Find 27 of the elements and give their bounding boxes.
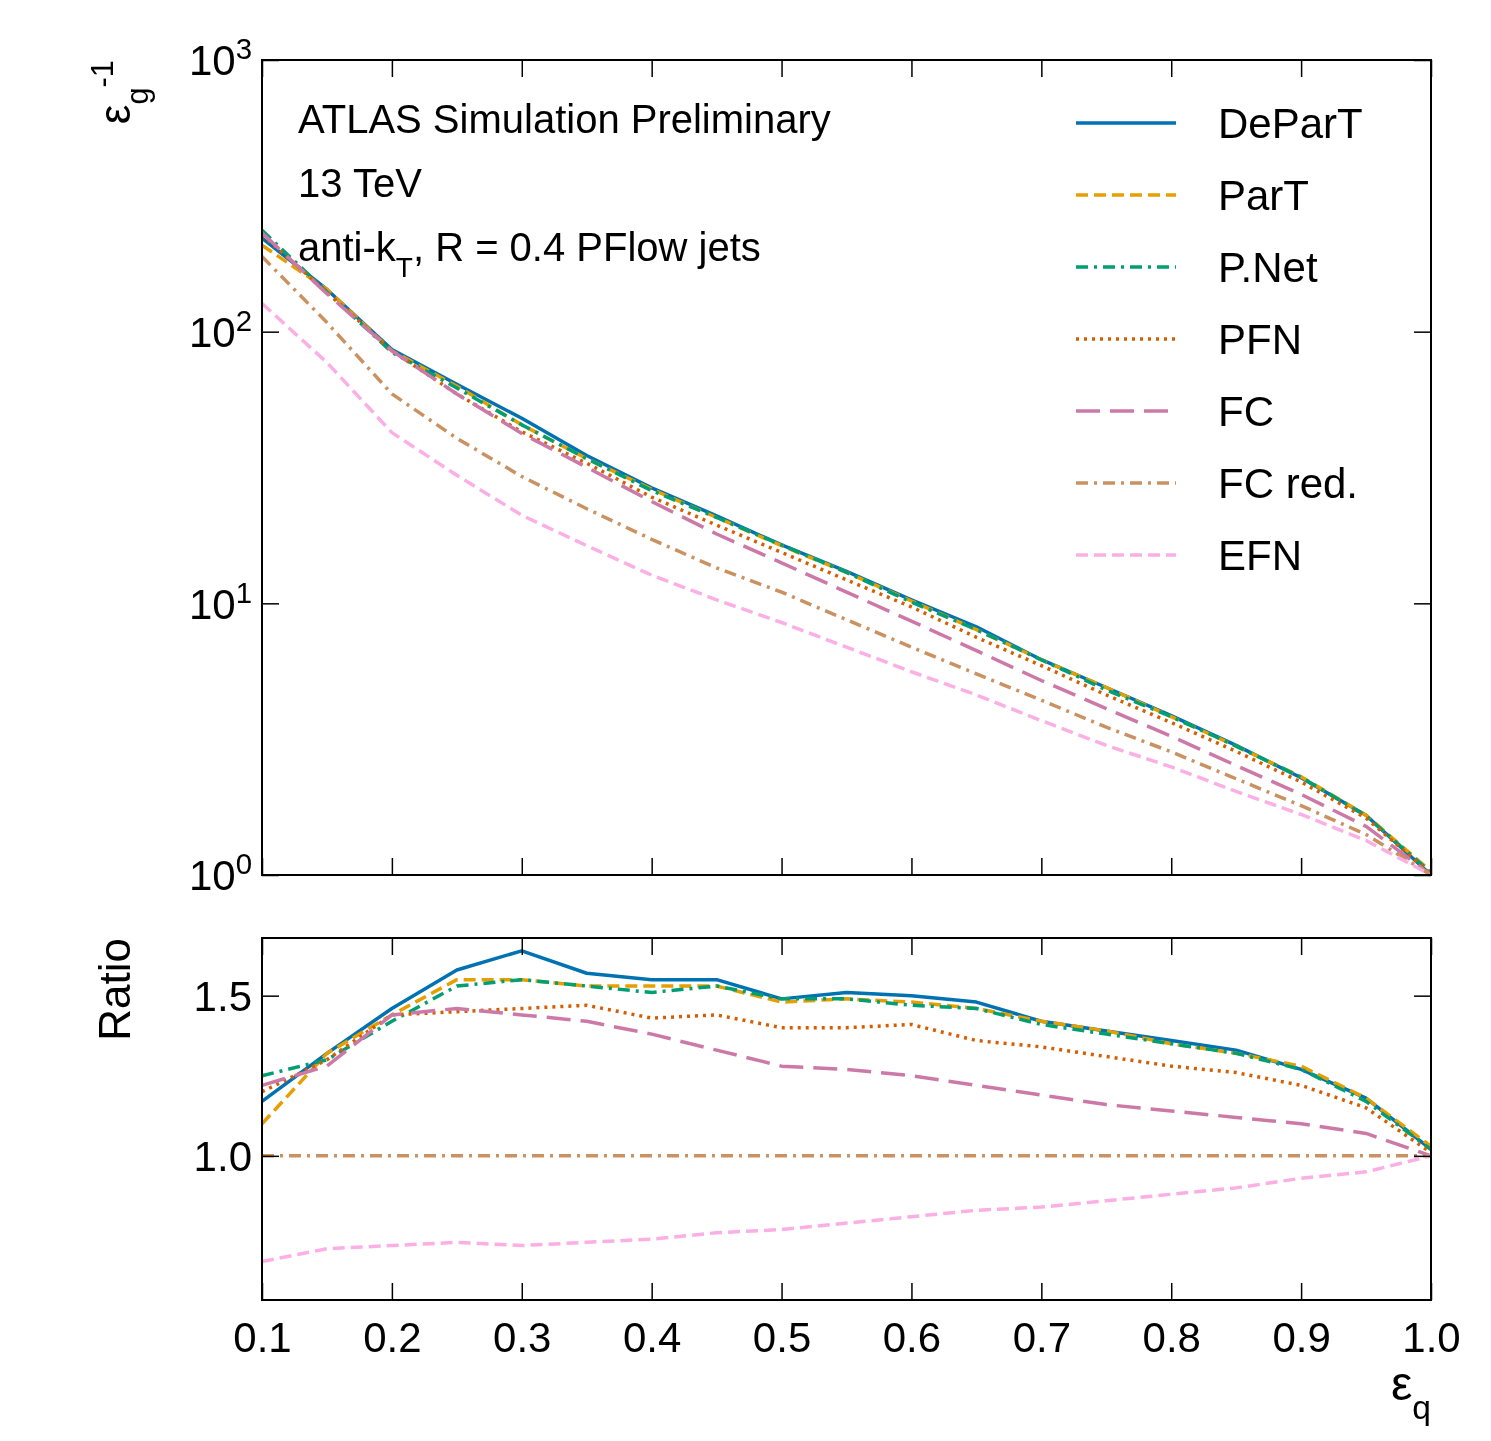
y-tick-label: 10$^{3}$ xyxy=(188,31,252,85)
annotation: anti-k$_{T}$, R = 0.4 PFlow jets xyxy=(298,225,761,283)
x-tick-label: 0.2 xyxy=(363,1313,422,1361)
legend-label: FC red. xyxy=(1218,460,1359,507)
legend-label: ParT xyxy=(1218,172,1310,219)
x-tick-label: 0.8 xyxy=(1142,1313,1201,1361)
x-tick-label: 0.9 xyxy=(1272,1313,1331,1361)
x-tick-label: 0.7 xyxy=(1012,1313,1072,1361)
y-tick-label: 10$^{0}$ xyxy=(188,846,252,900)
x-tick-label: 0.1 xyxy=(233,1313,292,1361)
y-tick-label: 10$^{1}$ xyxy=(188,575,252,628)
legend-label: FC xyxy=(1218,388,1274,435)
y-tick-label: 1.0 xyxy=(193,1133,252,1181)
legend-label: PFN xyxy=(1218,316,1302,363)
x-tick-label: 0.6 xyxy=(882,1313,942,1361)
x-tick-label: 0.3 xyxy=(493,1313,552,1361)
annotation: ATLAS Simulation Preliminary xyxy=(298,97,831,141)
legend-label: P.Net xyxy=(1218,244,1318,291)
x-tick-label: 0.4 xyxy=(622,1313,682,1361)
legend-label: DeParT xyxy=(1218,100,1363,147)
legend-label: EFN xyxy=(1218,532,1302,579)
y-tick-label: 10$^{2}$ xyxy=(188,303,252,356)
line-series xyxy=(260,1154,1433,1264)
annotation: 13 TeV xyxy=(298,161,423,205)
y-axis-title: Ratio xyxy=(90,938,139,1041)
y-tick-label: 1.5 xyxy=(193,972,252,1020)
x-tick-label: 0.5 xyxy=(752,1313,812,1361)
